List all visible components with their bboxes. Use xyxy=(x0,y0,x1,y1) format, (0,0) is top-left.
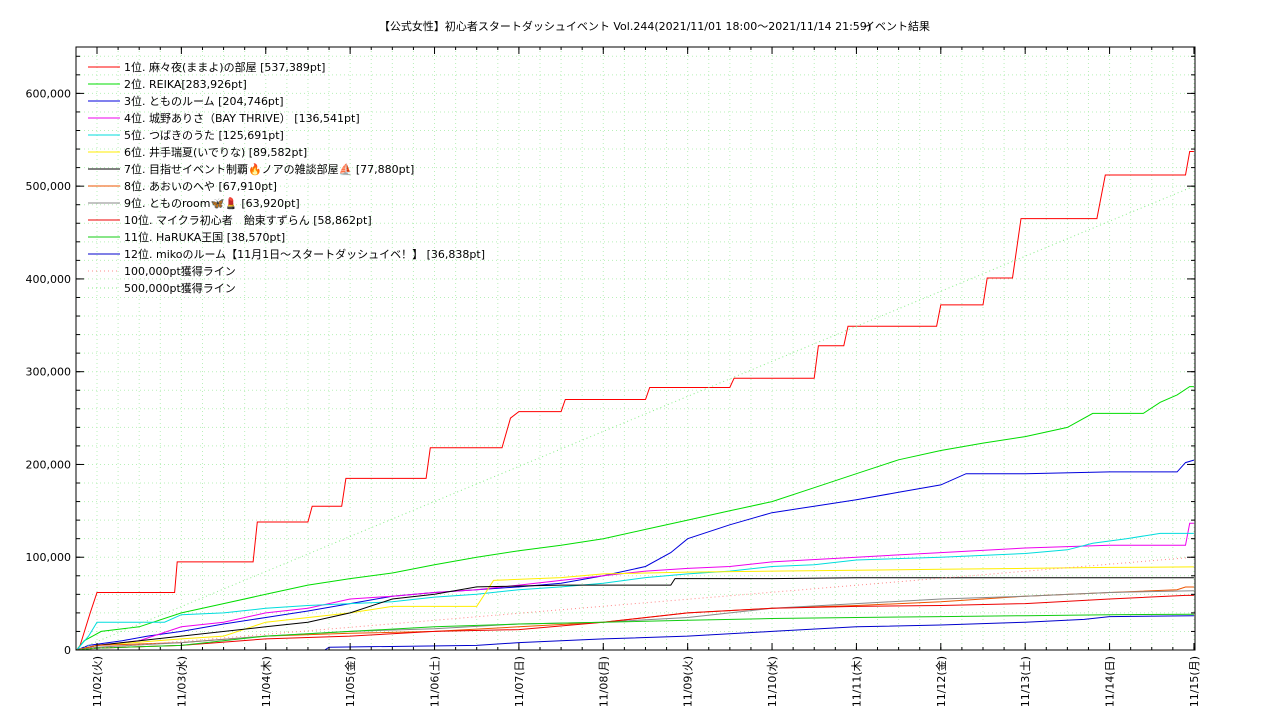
legend-label-2: 2位. REIKA[283,926pt] xyxy=(124,77,247,91)
series-line-13 xyxy=(76,556,1194,651)
y-tick-label: 500,000 xyxy=(26,180,72,193)
legend-label-9: 9位. とものroom🦋💄 [63,920pt] xyxy=(124,196,300,210)
series-line-14 xyxy=(76,185,1195,651)
x-tick-label: 11/11(木) xyxy=(850,656,863,707)
grid-lines xyxy=(76,47,1195,650)
x-tick-label: 11/06(土) xyxy=(429,656,442,707)
series-line-3 xyxy=(76,459,1195,651)
x-tick-label: 11/10(水) xyxy=(766,656,779,707)
series-line-1 xyxy=(76,151,1194,651)
legend-label-5: 5位. つばきのうた [125,691pt] xyxy=(124,128,284,142)
y-tick-label: 0 xyxy=(64,644,71,657)
legend-label-10: 10位. マイクラ初心者 飴束すずらん [58,862pt] xyxy=(124,213,372,227)
legend-label-13: 100,000pt獲得ライン xyxy=(124,265,236,278)
y-tick-label: 200,000 xyxy=(26,458,72,471)
series-lines xyxy=(76,151,1195,651)
series-line-2 xyxy=(76,386,1194,651)
y-tick-label: 100,000 xyxy=(26,551,72,564)
x-tick-label: 11/04(木) xyxy=(260,656,273,707)
y-tick-label: 600,000 xyxy=(26,87,72,100)
legend-label-11: 11位. HaRUKA王国 [38,570pt] xyxy=(124,230,285,244)
y-tick-label: 300,000 xyxy=(26,366,72,379)
legend-label-8: 8位. あおいのへや [67,910pt] xyxy=(124,179,277,193)
legend-label-4: 4位. 城野ありさ（BAY THRIVE） [136,541pt] xyxy=(124,111,360,125)
series-line-7 xyxy=(76,577,1194,651)
legend-label-6: 6位. 井手瑞夏(いでりな) [89,582pt] xyxy=(124,145,307,159)
chart-title: 【公式女性】初心者スタートダッシュイベント Vol.244(2021/11/01… xyxy=(379,19,871,33)
chart-subtitle: イベント結果 xyxy=(864,19,930,33)
series-line-11 xyxy=(76,613,1194,651)
x-tick-label: 11/03(水) xyxy=(175,656,188,707)
y-tick-labels: 0 100,000 200,000 300,000 400,000 500,000 600,… xyxy=(26,87,72,657)
plot-frame xyxy=(75,46,1196,651)
x-tick-label: 11/02(火) xyxy=(91,656,104,707)
legend-label-1: 1位. 麻々夜(ままよ)の部屋 [537,389pt] xyxy=(124,60,325,74)
x-tick-label: 11/15(月) xyxy=(1188,656,1201,707)
x-tick-labels: 11/02(火) 11/03(水) 11/04(木) 11/05(金) 11/06(土)… xyxy=(91,656,1201,707)
legend-label-7: 7位. 目指せイベント制覇🔥ノアの雑談部屋⛵ [77,880pt] xyxy=(124,162,414,176)
series-line-4 xyxy=(76,522,1194,651)
x-tick-label: 11/13(土) xyxy=(1019,656,1032,707)
axis-ticks xyxy=(76,47,1195,651)
legend-label-3: 3位. とものルーム [204,746pt] xyxy=(124,94,284,108)
series-line-10 xyxy=(76,594,1194,651)
legend-label-12: 12位. mikoのルーム【11月1日〜スタートダッシュイベ！】 [36,838… xyxy=(124,247,485,261)
y-tick-label: 400,000 xyxy=(26,273,72,286)
x-tick-label: 11/05(金) xyxy=(343,656,357,707)
x-tick-label: 11/09(火) xyxy=(682,656,695,707)
x-tick-label: 11/12(金) xyxy=(934,656,948,707)
legend: 1位. 麻々夜(ままよ)の部屋 [537,389pt] 2位. REIKA[283… xyxy=(88,60,485,295)
x-tick-label: 11/14(日) xyxy=(1104,656,1117,707)
x-tick-label: 11/07(日) xyxy=(513,656,526,707)
series-line-6 xyxy=(76,566,1194,651)
series-line-12 xyxy=(76,615,1194,651)
legend-label-14: 500,000pt獲得ライン xyxy=(124,282,236,295)
x-tick-label: 11/08(月) xyxy=(597,656,610,707)
